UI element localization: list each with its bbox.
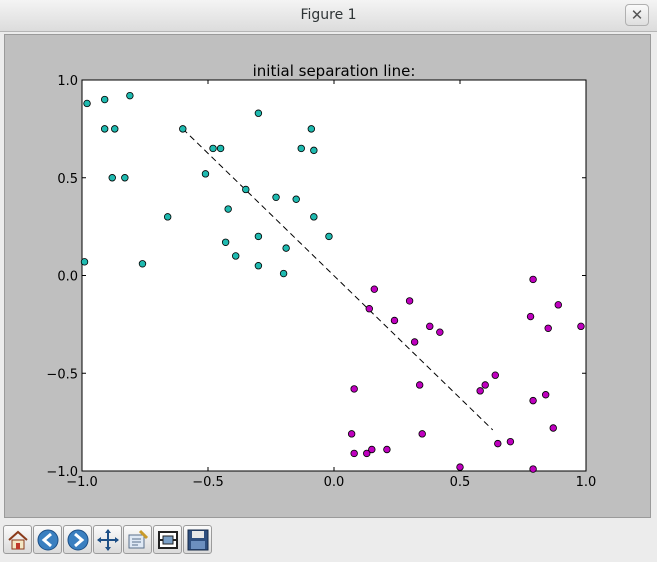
y-tick-label: −0.5: [46, 367, 78, 382]
point-series-b: [418, 430, 426, 438]
x-tick-label: −1.0: [66, 475, 98, 490]
point-series-b: [370, 285, 379, 293]
forward-arrow-icon: [67, 529, 89, 551]
point-series-b: [529, 396, 537, 405]
point-series-a: [282, 244, 290, 252]
point-series-b: [350, 385, 358, 393]
x-tick-label: 0.0: [324, 475, 345, 490]
point-series-a: [254, 262, 263, 270]
point-series-a: [108, 174, 116, 182]
point-series-a: [292, 195, 300, 203]
save-button[interactable]: [183, 525, 212, 554]
floppy-disk-icon: [187, 529, 209, 551]
subplots-button[interactable]: [153, 525, 182, 554]
point-series-a: [163, 213, 172, 221]
figure-canvas[interactable]: initial separation line: −1.0 −0.5 0.0 0.5 1…: [4, 34, 651, 518]
separation-line: [182, 128, 494, 431]
point-series-b: [410, 338, 419, 346]
point-series-b: [415, 381, 424, 389]
point-series-b: [426, 322, 434, 331]
point-series-a: [80, 258, 89, 266]
point-series-b: [577, 322, 585, 331]
point-series-a: [126, 91, 134, 100]
pan-button[interactable]: [93, 525, 122, 554]
point-series-b: [456, 463, 464, 471]
y-tick-label: 1.0: [57, 74, 78, 89]
point-series-a: [325, 232, 333, 241]
point-series-a: [307, 125, 316, 133]
point-series-a: [272, 193, 280, 201]
point-series-a: [254, 232, 263, 241]
point-series-b: [554, 301, 562, 309]
home-button[interactable]: [3, 525, 32, 554]
point-series-b: [347, 430, 356, 438]
point-series-b: [350, 449, 358, 458]
point-series-b: [491, 371, 499, 379]
points-layer: [80, 91, 585, 473]
chart-title: initial separation line:: [253, 62, 416, 80]
point-series-b: [506, 437, 515, 446]
point-series-a: [310, 213, 318, 221]
point-series-a: [242, 185, 250, 194]
point-series-a: [216, 144, 225, 153]
y-tick-label: −1.0: [46, 465, 78, 480]
zoom-rect-icon: [128, 529, 149, 549]
point-series-a: [254, 109, 263, 117]
separation-line-layer: [182, 128, 494, 431]
close-button[interactable]: ✕: [625, 4, 649, 26]
point-series-a: [179, 125, 187, 133]
point-series-b: [544, 324, 552, 332]
x-tick-label: 0.5: [450, 475, 471, 490]
point-series-b: [529, 275, 537, 284]
x-tick-label: −0.5: [192, 475, 224, 490]
point-series-b: [529, 465, 537, 473]
y-tick-label: 0.5: [57, 172, 78, 187]
point-series-b: [526, 312, 535, 321]
subplots-config-icon: [158, 531, 178, 549]
pan-arrows-icon: [97, 529, 119, 551]
point-series-a: [83, 99, 91, 108]
point-series-b: [383, 445, 391, 454]
point-series-a: [279, 269, 288, 278]
point-series-a: [232, 252, 240, 260]
point-series-a: [138, 260, 147, 268]
point-series-b: [390, 316, 399, 325]
point-series-a: [121, 174, 129, 182]
point-series-a: [201, 170, 210, 178]
point-series-b: [494, 439, 502, 448]
zoom-button[interactable]: [123, 525, 152, 554]
point-series-b: [405, 297, 414, 305]
point-series-a: [221, 238, 230, 246]
scatter-chart: initial separation line: −1.0 −0.5 0.0 0.5 1…: [46, 62, 596, 490]
point-series-a: [310, 146, 318, 155]
forward-button[interactable]: [63, 525, 92, 554]
point-series-a: [100, 95, 109, 104]
point-series-b: [436, 328, 444, 336]
point-series-b: [476, 387, 484, 395]
point-series-b: [481, 381, 489, 389]
axis-ticks: −1.0 −0.5 0.0 0.5 1.0 1.0 0.5 0.0 −0.5 −1.0: [46, 74, 596, 490]
point-series-b: [549, 424, 557, 432]
x-tick-label: 1.0: [576, 475, 597, 490]
back-arrow-icon: [37, 529, 59, 551]
point-series-a: [100, 125, 109, 133]
point-series-a: [224, 205, 232, 213]
point-series-b: [363, 449, 371, 458]
point-series-a: [111, 125, 119, 133]
back-button[interactable]: [33, 525, 62, 554]
home-icon: [8, 530, 28, 550]
point-series-b: [365, 305, 373, 313]
window-title: Figure 1: [300, 7, 357, 23]
window-titlebar: Figure 1 ✕: [0, 0, 657, 32]
point-series-a: [297, 144, 305, 153]
y-tick-label: 0.0: [57, 270, 78, 285]
point-series-b: [541, 391, 550, 399]
point-series-b: [368, 445, 376, 454]
point-series-a: [209, 144, 217, 153]
navigation-toolbar: [0, 520, 657, 562]
